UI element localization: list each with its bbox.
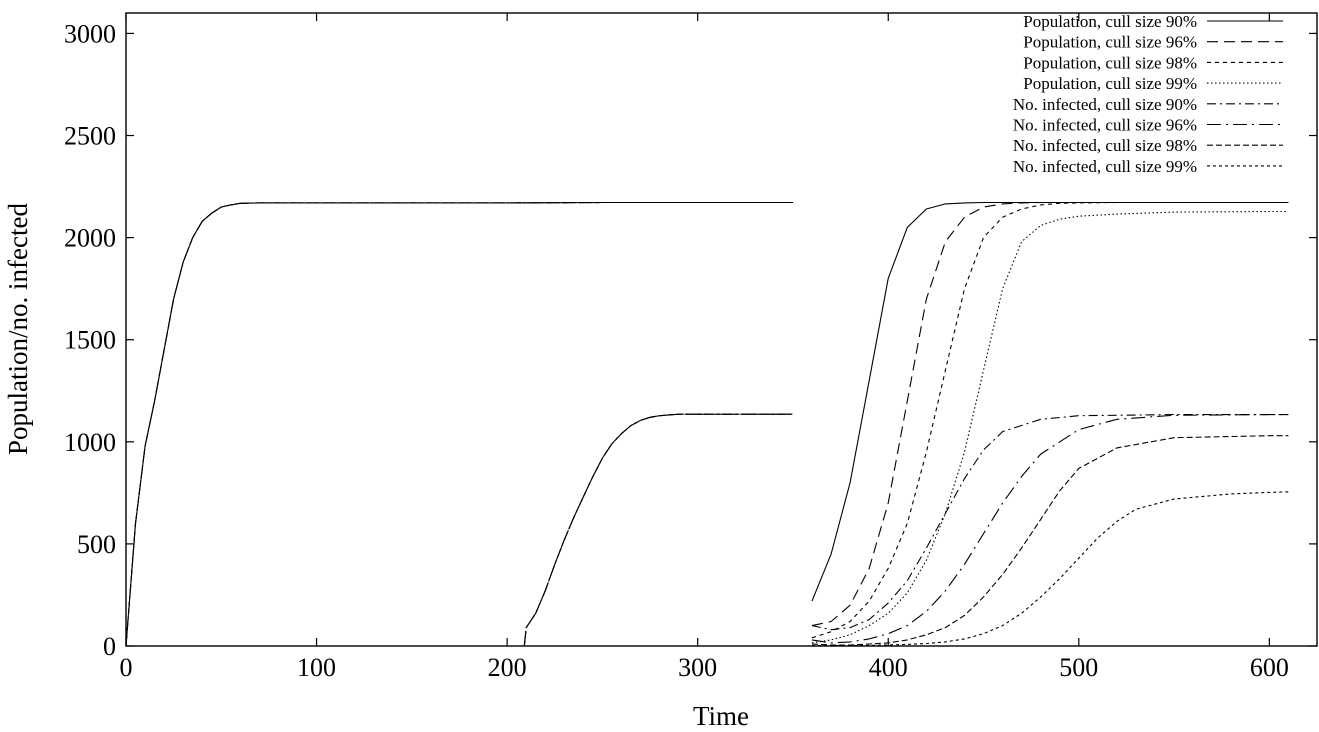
legend-label: Population, cull size 96% [1023,33,1197,52]
series-line-3 [125,201,1289,647]
series-line-8 [523,413,1289,647]
x-tick-label: 0 [120,653,133,682]
x-tick-label: 100 [297,653,336,682]
y-tick-label: 1000 [64,428,116,457]
series-line-4 [125,201,1289,647]
legend: Population, cull size 90% Population, cul… [1013,12,1283,176]
x-tick-label: 300 [678,653,717,682]
series-layer [125,201,1289,647]
y-tick-label: 1500 [64,326,116,355]
series-line-5 [523,413,1289,647]
legend-label: No. infected, cull size 98% [1013,136,1197,155]
series-line-2 [125,201,1289,647]
x-tick-label: 200 [488,653,527,682]
axes: 0 100 200 300 400 500 600 0 500 1000 1500 2000 2500 3… [64,13,1317,682]
x-tick-label: 600 [1250,653,1289,682]
legend-label: No. infected, cull size 96% [1013,116,1197,135]
series-line-7 [523,413,1289,647]
series-line-6 [523,413,1289,647]
legend-label: Population, cull size 99% [1023,74,1197,93]
y-tick-label: 500 [77,530,116,559]
x-tick-label: 400 [869,653,908,682]
y-tick-label: 2500 [64,122,116,151]
legend-label: No. infected, cull size 90% [1013,95,1197,114]
y-tick-label: 0 [103,632,116,661]
legend-label: Population, cull size 90% [1023,12,1197,31]
y-axis-title: Population/no. infected [3,203,33,455]
legend-label: Population, cull size 98% [1023,53,1197,72]
legend-label: No. infected, cull size 99% [1013,157,1197,176]
x-tick-label: 500 [1059,653,1098,682]
plot-frame [125,12,1318,647]
series-line-1 [125,201,1289,647]
y-tick-label: 3000 [64,19,116,48]
x-axis-title: Time [693,701,749,731]
y-tick-label: 2000 [64,224,116,253]
